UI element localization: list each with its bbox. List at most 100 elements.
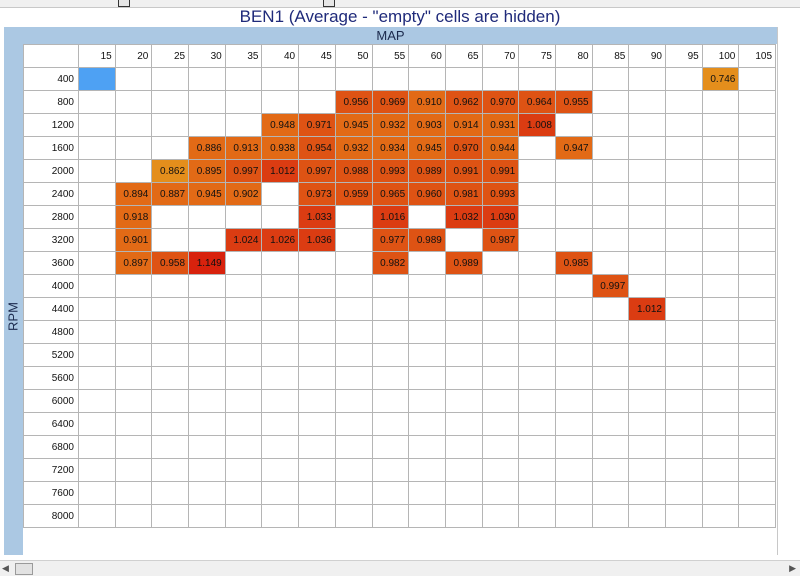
map-cell[interactable]: 0.897 xyxy=(114,251,153,275)
map-cell[interactable]: 1.008 xyxy=(518,113,556,137)
column-header-45[interactable]: 45 xyxy=(298,44,336,68)
column-header-35[interactable]: 35 xyxy=(224,44,263,68)
map-cell[interactable] xyxy=(628,90,666,114)
map-cell[interactable]: 0.958 xyxy=(151,251,190,275)
map-cell[interactable] xyxy=(261,412,300,436)
map-cell[interactable] xyxy=(518,366,556,390)
map-cell[interactable] xyxy=(298,251,336,275)
column-header-70[interactable]: 70 xyxy=(481,44,520,68)
map-cell[interactable] xyxy=(738,389,777,413)
map-cell[interactable] xyxy=(114,90,153,114)
map-cell[interactable] xyxy=(371,481,410,505)
map-cell[interactable] xyxy=(444,320,483,344)
row-header-8000[interactable]: 8000 xyxy=(23,504,79,528)
map-cell[interactable] xyxy=(665,182,703,206)
map-cell[interactable] xyxy=(371,320,410,344)
map-cell[interactable]: 0.997 xyxy=(298,159,336,183)
map-cell[interactable] xyxy=(665,504,703,528)
map-cell[interactable] xyxy=(78,182,116,206)
map-cell[interactable] xyxy=(78,159,116,183)
map-cell[interactable] xyxy=(738,412,777,436)
map-cell[interactable]: 0.931 xyxy=(481,113,520,137)
map-cell[interactable] xyxy=(554,504,593,528)
column-header-105[interactable]: 105 xyxy=(738,44,777,68)
map-cell[interactable] xyxy=(298,389,336,413)
map-cell[interactable] xyxy=(78,366,116,390)
map-cell[interactable] xyxy=(701,343,740,367)
map-cell[interactable] xyxy=(701,389,740,413)
map-cell[interactable] xyxy=(371,67,410,91)
map-cell[interactable] xyxy=(298,297,336,321)
map-cell[interactable] xyxy=(701,159,740,183)
map-cell[interactable] xyxy=(224,343,263,367)
map-cell[interactable] xyxy=(738,251,777,275)
map-cell[interactable] xyxy=(224,366,263,390)
map-cell[interactable]: 0.910 xyxy=(408,90,446,114)
map-cell[interactable] xyxy=(224,274,263,298)
row-header-400[interactable]: 400 xyxy=(23,67,79,91)
map-cell[interactable]: 0.989 xyxy=(408,228,446,252)
map-cell[interactable] xyxy=(78,205,116,229)
map-cell[interactable] xyxy=(371,274,410,298)
map-cell[interactable] xyxy=(78,343,116,367)
map-cell[interactable] xyxy=(188,228,226,252)
column-header-80[interactable]: 80 xyxy=(554,44,593,68)
map-cell[interactable] xyxy=(518,136,556,160)
column-header-50[interactable]: 50 xyxy=(334,44,373,68)
map-cell[interactable] xyxy=(701,90,740,114)
map-cell[interactable] xyxy=(114,481,153,505)
map-cell[interactable] xyxy=(701,458,740,482)
map-cell[interactable]: 0.991 xyxy=(444,159,483,183)
map-cell[interactable] xyxy=(591,182,630,206)
column-header-20[interactable]: 20 xyxy=(114,44,153,68)
map-cell[interactable] xyxy=(151,113,190,137)
map-cell[interactable] xyxy=(444,343,483,367)
map-cell[interactable]: 0.862 xyxy=(151,159,190,183)
map-cell[interactable] xyxy=(188,504,226,528)
map-cell[interactable] xyxy=(554,205,593,229)
map-cell[interactable] xyxy=(554,343,593,367)
map-cell[interactable] xyxy=(701,366,740,390)
map-cell[interactable] xyxy=(261,504,300,528)
map-cell[interactable] xyxy=(701,481,740,505)
row-header-3600[interactable]: 3600 xyxy=(23,251,79,275)
map-cell[interactable] xyxy=(738,113,777,137)
map-cell[interactable] xyxy=(78,320,116,344)
map-cell[interactable]: 0.746 xyxy=(701,67,740,91)
map-cell[interactable] xyxy=(481,458,520,482)
map-cell[interactable] xyxy=(224,90,263,114)
map-cell[interactable]: 0.934 xyxy=(371,136,410,160)
map-cell[interactable] xyxy=(628,228,666,252)
map-cell[interactable]: 1.030 xyxy=(481,205,520,229)
column-header-60[interactable]: 60 xyxy=(408,44,446,68)
row-header-3200[interactable]: 3200 xyxy=(23,228,79,252)
map-cell[interactable] xyxy=(444,389,483,413)
map-cell[interactable] xyxy=(554,389,593,413)
map-cell[interactable] xyxy=(224,389,263,413)
map-cell[interactable] xyxy=(738,67,777,91)
map-cell[interactable] xyxy=(408,412,446,436)
map-cell[interactable] xyxy=(261,251,300,275)
map-cell[interactable]: 0.971 xyxy=(298,113,336,137)
row-header-7600[interactable]: 7600 xyxy=(23,481,79,505)
map-cell[interactable] xyxy=(334,412,373,436)
map-cell[interactable] xyxy=(371,343,410,367)
map-cell[interactable] xyxy=(78,274,116,298)
map-cell[interactable] xyxy=(188,113,226,137)
map-cell[interactable] xyxy=(701,297,740,321)
column-header-95[interactable]: 95 xyxy=(665,44,703,68)
map-cell[interactable] xyxy=(334,274,373,298)
map-cell[interactable]: 0.938 xyxy=(261,136,300,160)
map-cell[interactable]: 0.918 xyxy=(114,205,153,229)
map-cell[interactable] xyxy=(78,297,116,321)
map-cell[interactable] xyxy=(444,435,483,459)
map-cell[interactable] xyxy=(665,274,703,298)
map-cell[interactable] xyxy=(224,67,263,91)
map-cell[interactable] xyxy=(224,504,263,528)
map-cell[interactable] xyxy=(261,274,300,298)
map-cell[interactable] xyxy=(738,481,777,505)
map-cell[interactable] xyxy=(114,435,153,459)
map-cell[interactable] xyxy=(628,366,666,390)
map-cell[interactable] xyxy=(408,435,446,459)
map-cell[interactable]: 0.959 xyxy=(334,182,373,206)
